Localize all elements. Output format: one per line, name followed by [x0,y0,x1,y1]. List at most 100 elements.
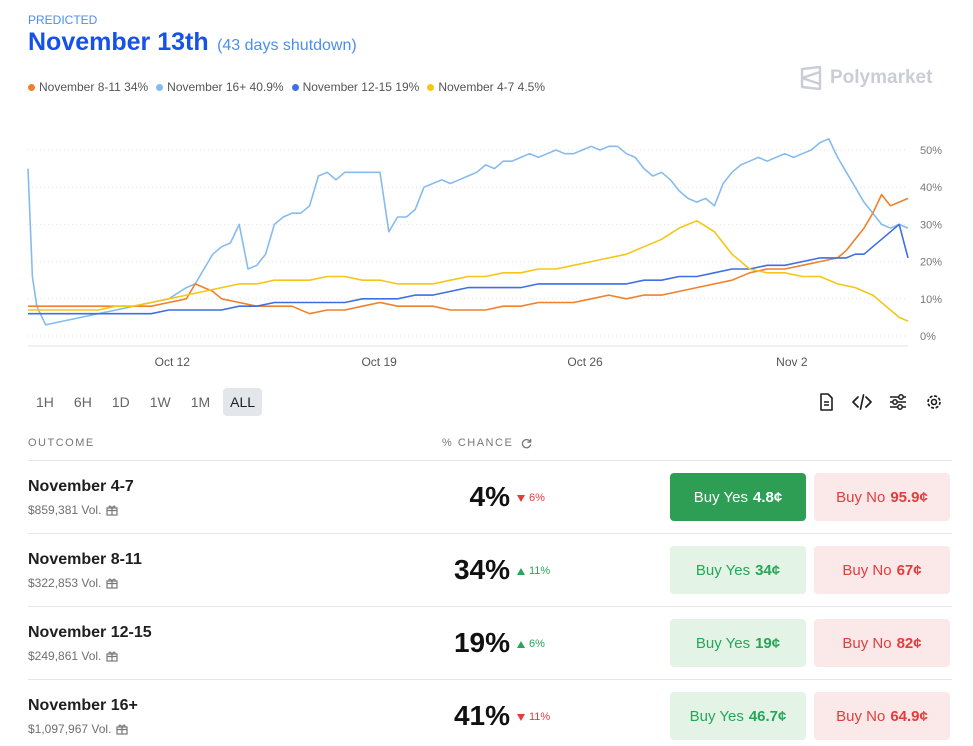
timeframe-1d-button[interactable]: 1D [111,394,130,410]
table-row: November 4-7 $859,381 Vol. 4% 6% Buy Yes… [0,461,973,534]
series-line-3 [28,219,909,322]
legend-item-nov-4-7: November 4-7 4.5% [427,80,545,94]
y-tick-label: 20% [920,257,942,269]
buy-no-label: Buy No [842,561,892,579]
chance-change: 11% [517,565,550,577]
timeframe-1w-button[interactable]: 1W [149,394,171,410]
legend-dot [156,83,164,91]
legend-item-nov-12-15: November 12-15 19% [291,80,419,94]
outcome-name: November 4-7 [28,478,134,495]
chart-series [27,137,909,326]
buy-no-button[interactable]: Buy No 67¢ [814,546,950,594]
chance-change-value: 11% [529,711,551,723]
volume-text: $249,861 Vol. [28,649,102,663]
buy-no-button[interactable]: Buy No 95.9¢ [814,473,950,521]
timeframe-all-button[interactable]: ALL [223,388,263,416]
table-divider [28,533,952,534]
outcome-volume: $1,097,967 Vol. [28,722,129,736]
series-line-1 [28,193,909,315]
buy-no-price: 67¢ [896,561,922,579]
volume-text: $1,097,967 Vol. [28,722,112,736]
volume-text: $859,381 Vol. [28,503,102,517]
outcome-volume: $249,861 Vol. [28,649,119,663]
document-icon[interactable] [816,392,836,412]
buy-yes-price: 46.7¢ [748,707,787,725]
outcome-chance: 41% [453,700,510,731]
triangle-up-icon [517,567,525,575]
chance-change: 6% [517,492,545,504]
predicted-date: November 13th [28,28,209,56]
buy-yes-price: 19¢ [755,634,781,652]
predicted-label: PREDICTED [28,13,98,27]
brand-name: Polymarket [830,67,933,88]
outcome-column-header: OUTCOME [28,437,95,449]
table-divider [28,606,952,607]
x-tick-label: Nov 2 [776,355,808,369]
triangle-down-icon [517,713,525,721]
y-tick-label: 10% [920,294,942,306]
buy-yes-button[interactable]: Buy Yes 19¢ [670,619,806,667]
series-line-0 [27,137,909,326]
table-divider [28,460,952,461]
buy-no-button[interactable]: Buy No 64.9¢ [814,692,950,740]
page-title: November 13th (43 days shutdown) [28,28,357,57]
legend-item-nov-8-11: November 8-11 34% [28,80,148,94]
buy-yes-button[interactable]: Buy Yes 4.8¢ [670,473,806,521]
predicted-subtitle: (43 days shutdown) [217,37,357,54]
buy-no-button[interactable]: Buy No 82¢ [814,619,950,667]
buy-yes-button[interactable]: Buy Yes 34¢ [670,546,806,594]
legend-dot [291,83,299,91]
buy-no-label: Buy No [836,488,886,506]
price-history-chart[interactable]: 50% 40% 30% 20% 10% 0% Oct 12 Oct 19 Oct 26 Nov … [0,110,973,375]
x-tick-label: Oct 12 [155,355,191,369]
volume-text: $322,853 Vol. [28,576,102,590]
y-tick-label: 0% [920,331,936,343]
timeframe-6h-button[interactable]: 6H [73,394,92,410]
buy-yes-price: 4.8¢ [753,488,783,506]
outcome-name: November 16+ [28,697,138,714]
outcome-chance: 4% [469,481,510,512]
table-row: November 8-11 $322,853 Vol. 34% 11% Buy … [0,534,973,607]
y-tick-label: 30% [920,219,942,231]
chance-change: 11% [517,711,550,723]
chance-change: 6% [517,638,545,650]
embed-code-icon[interactable] [852,392,872,412]
gear-icon[interactable] [924,392,944,412]
x-axis: Oct 12 Oct 19 Oct 26 Nov 2 [155,355,808,369]
buy-yes-button[interactable]: Buy Yes 46.7¢ [670,692,806,740]
sliders-icon[interactable] [888,392,908,412]
series-line-2 [28,223,909,315]
timeframe-1m-button[interactable]: 1M [190,394,211,410]
brand-logo: Polymarket [800,66,932,90]
y-axis: 50% 40% 30% 20% 10% 0% [920,145,942,343]
chance-change-value: 11% [529,565,551,577]
polymarket-logo-icon [800,66,822,90]
buy-no-price: 82¢ [896,634,922,652]
gift-icon [106,578,119,589]
legend-label: November 16+ 40.9% [167,80,284,94]
table-row: November 16+ $1,097,967 Vol. 41% 11% Buy… [0,680,973,746]
chart-grid [28,149,908,337]
outcome-volume: $322,853 Vol. [28,576,119,590]
triangle-down-icon [517,494,525,502]
gift-icon [116,724,129,735]
chance-column-header: % CHANCE [442,437,532,449]
table-row: November 12-15 $249,861 Vol. 19% 6% Buy … [0,607,973,680]
x-tick-label: Oct 26 [567,355,603,369]
timeframe-selector: 1H 6H 1D 1W 1M ALL [29,388,263,416]
chance-change-value: 6% [529,492,545,504]
legend-dot [427,83,435,91]
buy-no-price: 95.9¢ [890,488,928,506]
buy-yes-label: Buy Yes [695,561,751,579]
legend-label: November 8-11 34% [39,80,149,94]
legend-label: November 4-7 4.5% [438,80,546,94]
outcome-chance: 34% [453,554,510,585]
chance-header-label: % CHANCE [442,437,514,449]
outcome-chance: 19% [453,627,510,658]
refresh-icon[interactable] [521,438,532,449]
gift-icon [106,651,119,662]
y-tick-label: 40% [920,182,942,194]
table-divider [28,679,952,680]
chance-change-value: 6% [529,638,545,650]
timeframe-1h-button[interactable]: 1H [36,394,54,410]
